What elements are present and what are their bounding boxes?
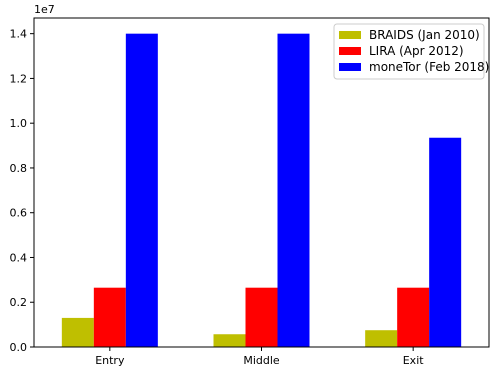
y-tick-label: 0.6 [10, 207, 28, 220]
bar [245, 287, 278, 347]
y-tick-label: 0.8 [10, 162, 28, 175]
legend-label: BRAIDS (Jan 2010) [369, 28, 480, 42]
x-axis-ticks: Entry Middle Exit [95, 347, 424, 367]
x-tick-label: Exit [403, 354, 425, 367]
legend-swatch [339, 63, 361, 71]
bar [277, 33, 310, 348]
bar [365, 330, 398, 347]
bar [125, 33, 158, 348]
y-axis-ticks: 0.0 0.2 0.4 0.6 0.8 1.0 1.2 1.4 [10, 28, 34, 354]
legend: BRAIDS (Jan 2010) LIRA (Apr 2012) moneTor … [333, 23, 489, 80]
legend-swatch [339, 31, 361, 39]
legend-label: LIRA (Apr 2012) [369, 44, 464, 58]
y-tick-label: 1.0 [10, 117, 28, 130]
legend-swatch [339, 47, 361, 55]
y-tick-label: 1.4 [10, 28, 28, 41]
legend-label: moneTor (Feb 2018) [369, 60, 489, 74]
y-tick-label: 1.2 [10, 72, 28, 85]
plot-frame [33, 17, 490, 348]
y-tick-label: 0.2 [10, 296, 28, 309]
y-tick-label: 0.0 [10, 341, 28, 354]
bar [429, 137, 462, 347]
bar [61, 317, 94, 347]
bar [213, 334, 246, 347]
bar [93, 287, 126, 347]
bar [397, 287, 430, 347]
legend-box [333, 23, 485, 80]
y-offset-label: 1e7 [34, 3, 55, 16]
x-tick-label: Middle [243, 354, 280, 367]
x-tick-label: Entry [95, 354, 125, 367]
bars-group [61, 33, 462, 348]
y-tick-label: 0.4 [10, 251, 28, 264]
